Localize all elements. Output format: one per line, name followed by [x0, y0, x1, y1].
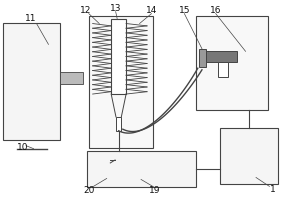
Text: 16: 16 [210, 6, 221, 15]
Text: 15: 15 [178, 6, 190, 15]
Bar [3, 23, 59, 140]
Bar [252, 51, 254, 62]
Bar [242, 51, 243, 62]
Text: 20: 20 [83, 186, 94, 195]
Bar [250, 51, 251, 62]
Bar [87, 151, 196, 187]
Text: 10: 10 [17, 143, 29, 152]
Text: 13: 13 [110, 4, 122, 13]
Bar [238, 51, 239, 62]
Bar [248, 51, 249, 62]
Bar [111, 19, 126, 94]
Text: 19: 19 [149, 186, 160, 195]
Bar [206, 51, 238, 62]
Bar [240, 51, 241, 62]
Bar [116, 117, 121, 131]
Bar [59, 72, 83, 84]
Bar [220, 128, 278, 184]
Text: 11: 11 [25, 14, 36, 23]
Bar [199, 49, 206, 67]
Bar [196, 16, 268, 110]
Bar [256, 51, 258, 62]
Text: 14: 14 [146, 6, 157, 15]
Bar [246, 51, 247, 62]
Text: 1: 1 [270, 185, 275, 194]
Text: 12: 12 [80, 6, 92, 15]
Bar [218, 62, 228, 77]
Bar [89, 16, 153, 148]
Bar [244, 51, 245, 62]
Bar [254, 51, 256, 62]
